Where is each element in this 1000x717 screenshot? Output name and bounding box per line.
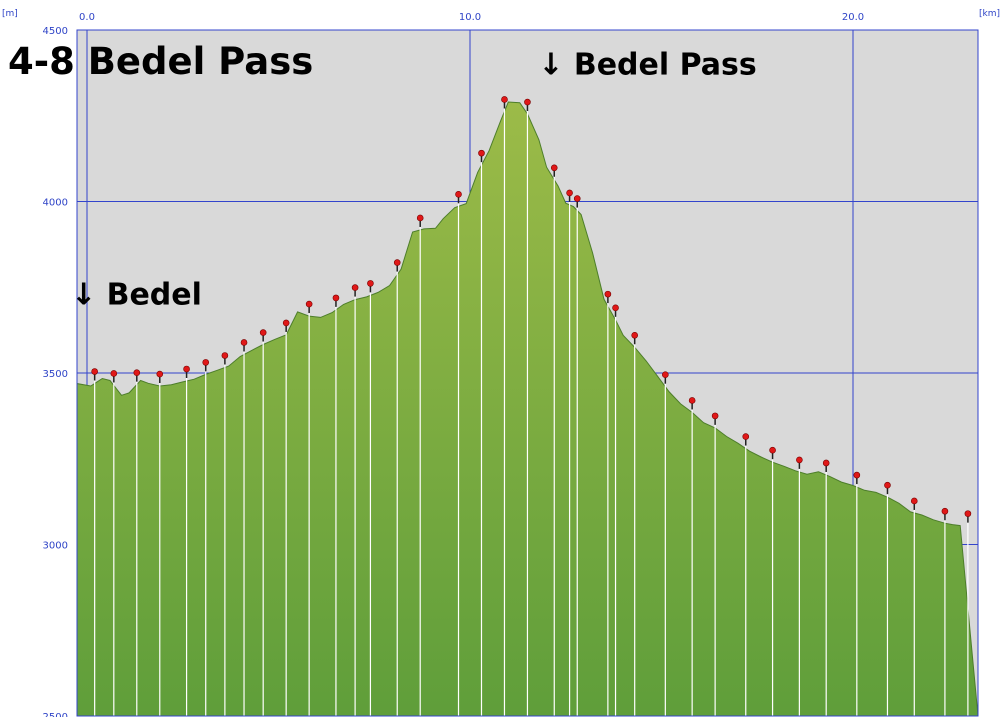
waypoint-flag <box>573 195 581 202</box>
waypoint-marker <box>711 412 719 716</box>
x-axis-unit: [km] <box>979 9 1000 19</box>
axis-labels: [m] [km] 2500 3000 3500 4000 4500 0.0 10.0 20.0 <box>2 9 1000 717</box>
waypoint-marker <box>282 319 290 716</box>
y-axis-unit: [m] <box>2 9 18 19</box>
waypoint-marker <box>455 191 462 716</box>
waypoint-marker <box>604 290 612 716</box>
waypoint-flag <box>964 510 972 517</box>
waypoint-marker <box>524 98 531 716</box>
waypoint-flag <box>566 189 573 197</box>
y-tick-label: 3500 <box>43 369 68 380</box>
y-tick-label: 2500 <box>43 712 68 717</box>
waypoint-marker <box>202 359 210 716</box>
annotation-bedel: ↓ Bedel <box>71 277 202 312</box>
waypoint-marker <box>393 259 401 716</box>
waypoint-marker <box>156 370 164 716</box>
waypoint-marker <box>796 456 803 716</box>
waypoint-marker <box>501 96 508 716</box>
waypoint-layer <box>91 96 972 716</box>
waypoint-marker <box>332 294 340 716</box>
chart-title: 4-8 Bedel Pass <box>8 40 313 83</box>
waypoint-flag <box>796 456 803 464</box>
waypoint-flag <box>604 290 612 298</box>
waypoint-flag <box>183 365 190 373</box>
waypoint-marker <box>964 510 972 716</box>
waypoint-marker <box>110 370 118 716</box>
waypoint-marker <box>688 397 696 716</box>
waypoint-flag <box>240 339 248 346</box>
waypoint-flag <box>910 497 918 505</box>
waypoint-marker <box>822 459 830 716</box>
waypoint-marker <box>910 497 918 716</box>
waypoint-marker <box>662 371 669 716</box>
waypoint-marker <box>305 300 313 716</box>
waypoint-marker <box>769 446 776 716</box>
waypoint-flag <box>221 352 229 359</box>
y-tick-label: 3000 <box>43 541 68 552</box>
waypoint-marker <box>259 329 267 716</box>
waypoint-flag <box>612 304 619 312</box>
waypoint-flag <box>259 329 267 336</box>
waypoint-marker <box>631 331 638 716</box>
waypoint-flag <box>662 371 669 379</box>
waypoint-marker <box>416 214 424 716</box>
waypoint-flag <box>884 481 891 489</box>
plot-border <box>76 29 979 717</box>
waypoint-marker <box>221 352 229 716</box>
y-tick-label: 4500 <box>43 26 68 37</box>
waypoint-marker <box>612 304 619 716</box>
waypoint-flag <box>367 280 374 287</box>
waypoint-marker <box>853 471 861 716</box>
waypoint-flag <box>853 471 861 479</box>
x-tick-label: 10.0 <box>459 12 481 23</box>
waypoint-flag <box>202 359 210 366</box>
waypoint-marker <box>884 481 891 716</box>
waypoint-flag <box>133 369 141 376</box>
waypoint-flag <box>393 259 401 266</box>
waypoint-marker <box>183 365 190 716</box>
waypoint-flag <box>688 397 696 404</box>
waypoint-marker <box>367 280 374 716</box>
chart-text: 4-8 Bedel Pass ↓ Bedel ↓ Bedel Pass <box>8 40 757 312</box>
waypoint-flag <box>501 96 508 103</box>
waypoint-marker <box>742 433 750 716</box>
waypoint-flag <box>91 368 98 375</box>
waypoint-flag <box>282 319 290 327</box>
x-tick-label: 0.0 <box>79 12 95 23</box>
waypoint-marker <box>566 189 573 716</box>
waypoint-flag <box>524 98 531 106</box>
waypoint-flag <box>416 214 424 222</box>
waypoint-marker <box>550 164 558 716</box>
waypoint-marker <box>573 195 581 716</box>
waypoint-flag <box>769 446 776 454</box>
waypoint-marker <box>133 369 141 716</box>
annotation-bedel-pass: ↓ Bedel Pass <box>538 48 756 83</box>
waypoint-flag <box>110 370 118 377</box>
waypoint-marker <box>478 149 485 716</box>
waypoint-flag <box>478 149 485 157</box>
waypoint-flag <box>742 433 750 440</box>
waypoint-flag <box>332 294 340 302</box>
waypoint-flag <box>305 300 313 308</box>
waypoint-flag <box>711 412 719 420</box>
waypoint-flag <box>351 284 359 291</box>
waypoint-flag <box>941 507 949 515</box>
waypoint-marker <box>941 507 949 716</box>
waypoint-flag <box>156 370 164 378</box>
waypoint-flag <box>550 164 558 172</box>
x-tick-label: 20.0 <box>842 12 864 23</box>
waypoint-marker <box>351 284 359 716</box>
waypoint-marker <box>240 339 248 716</box>
y-tick-label: 4000 <box>43 198 68 209</box>
waypoint-flag <box>455 191 462 198</box>
waypoint-flag <box>631 331 638 339</box>
waypoint-marker <box>91 368 98 716</box>
waypoint-flag <box>822 459 830 467</box>
